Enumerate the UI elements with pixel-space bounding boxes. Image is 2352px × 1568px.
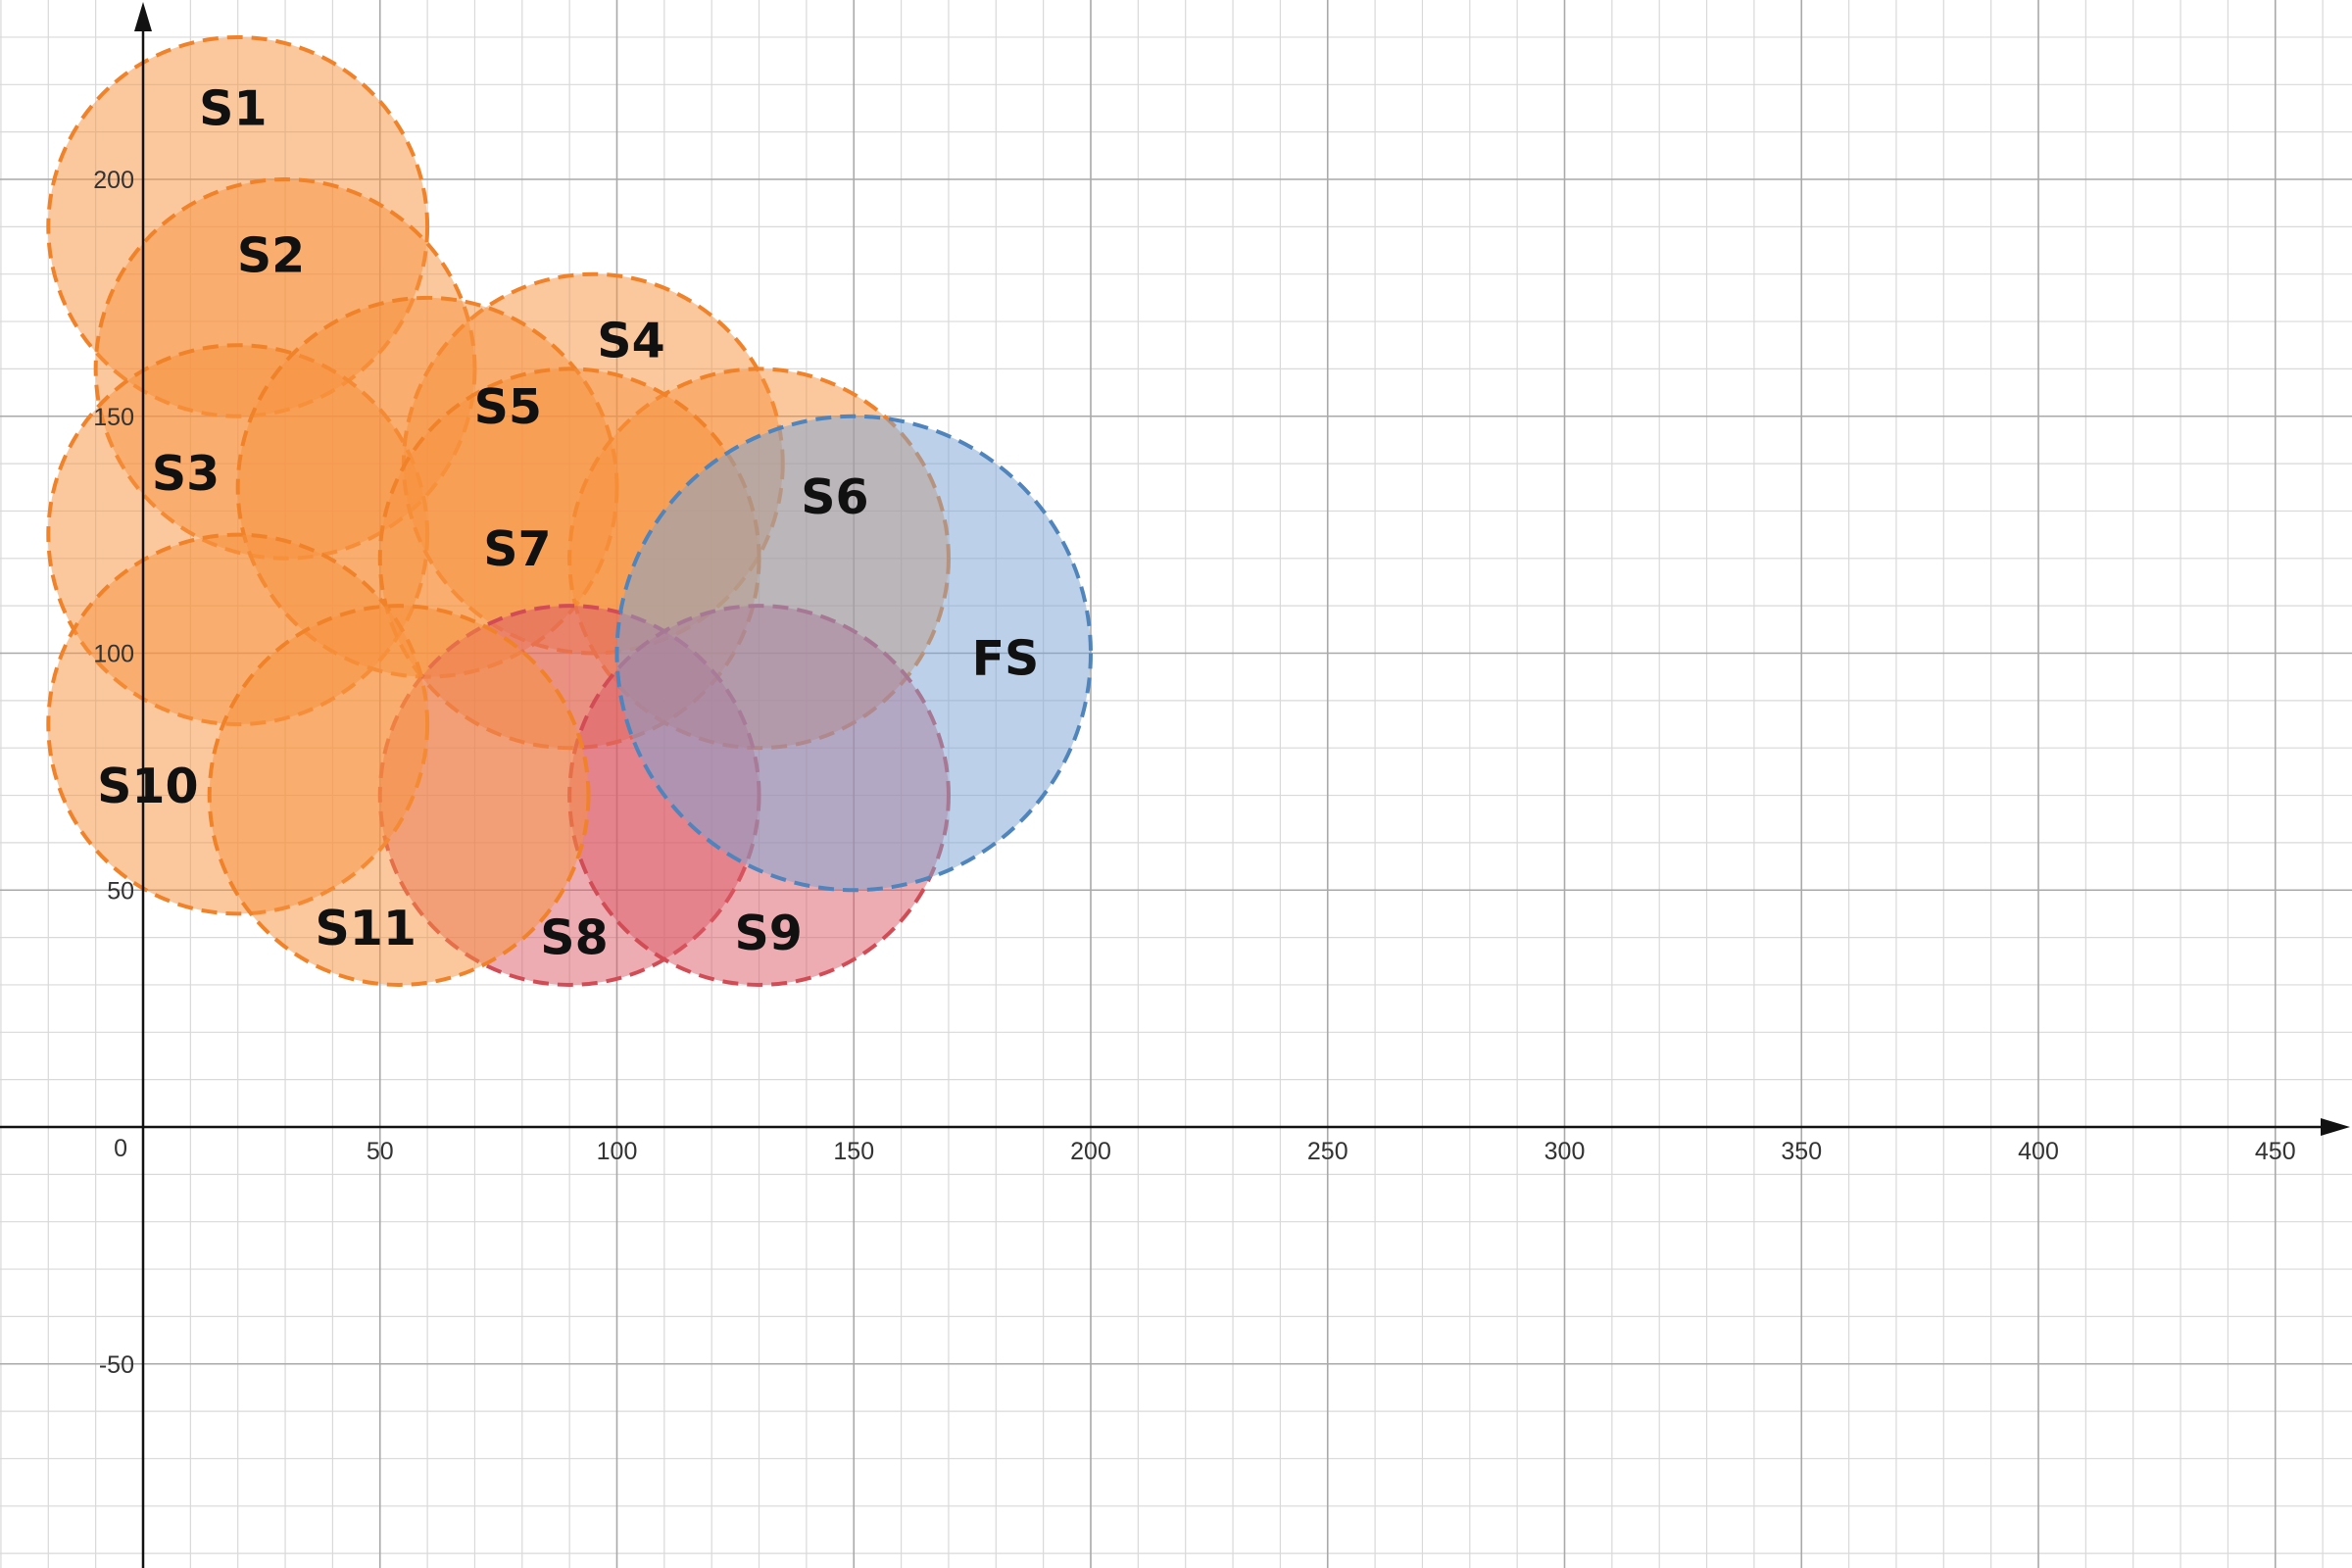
x-tick-label: 450	[2255, 1138, 2296, 1165]
x-tick-label: 100	[597, 1138, 638, 1165]
circle-label-s10: S10	[97, 759, 198, 814]
x-tick-label: 200	[1070, 1138, 1111, 1165]
x-tick-label: 400	[2018, 1138, 2059, 1165]
x-tick-label: 250	[1307, 1138, 1348, 1165]
origin-label: 0	[114, 1135, 127, 1162]
circle-s11	[207, 604, 591, 987]
circle-label-s5: S5	[474, 379, 542, 435]
x-tick-label: 50	[367, 1138, 394, 1165]
tick-labels: 50 100 150 200 250 300 350 400 450 200 150 100 50 -50…	[93, 167, 2295, 1379]
y-tick-label: -50	[99, 1351, 134, 1379]
circle-layer	[46, 34, 1093, 987]
y-tick-label: 150	[93, 404, 134, 431]
circle-label-s7: S7	[483, 521, 551, 577]
circle-fs	[614, 414, 1093, 893]
circle-label-s4: S4	[597, 313, 664, 368]
circle-label-s2: S2	[237, 227, 305, 283]
y-tick-label: 200	[93, 167, 134, 194]
circle-labels: S1 S2 S3 S4 S5 S6 S7 S8 S9 S10 S11 FS	[97, 80, 1039, 965]
circle-label-s9: S9	[735, 906, 803, 961]
circle-label-s8: S8	[540, 910, 608, 966]
x-axis-arrow	[2321, 1118, 2350, 1136]
y-tick-label: 50	[107, 877, 134, 905]
y-tick-label: 100	[93, 641, 134, 668]
y-axis-arrow	[134, 2, 152, 31]
x-tick-label: 350	[1781, 1138, 1822, 1165]
circle-label-s6: S6	[801, 469, 868, 525]
circle-label-fs: FS	[972, 630, 1040, 686]
circle-label-s11: S11	[316, 901, 416, 956]
circle-label-s3: S3	[152, 446, 220, 502]
x-tick-label: 300	[1544, 1138, 1586, 1165]
circle-label-s1: S1	[199, 80, 267, 136]
x-tick-label: 150	[833, 1138, 874, 1165]
